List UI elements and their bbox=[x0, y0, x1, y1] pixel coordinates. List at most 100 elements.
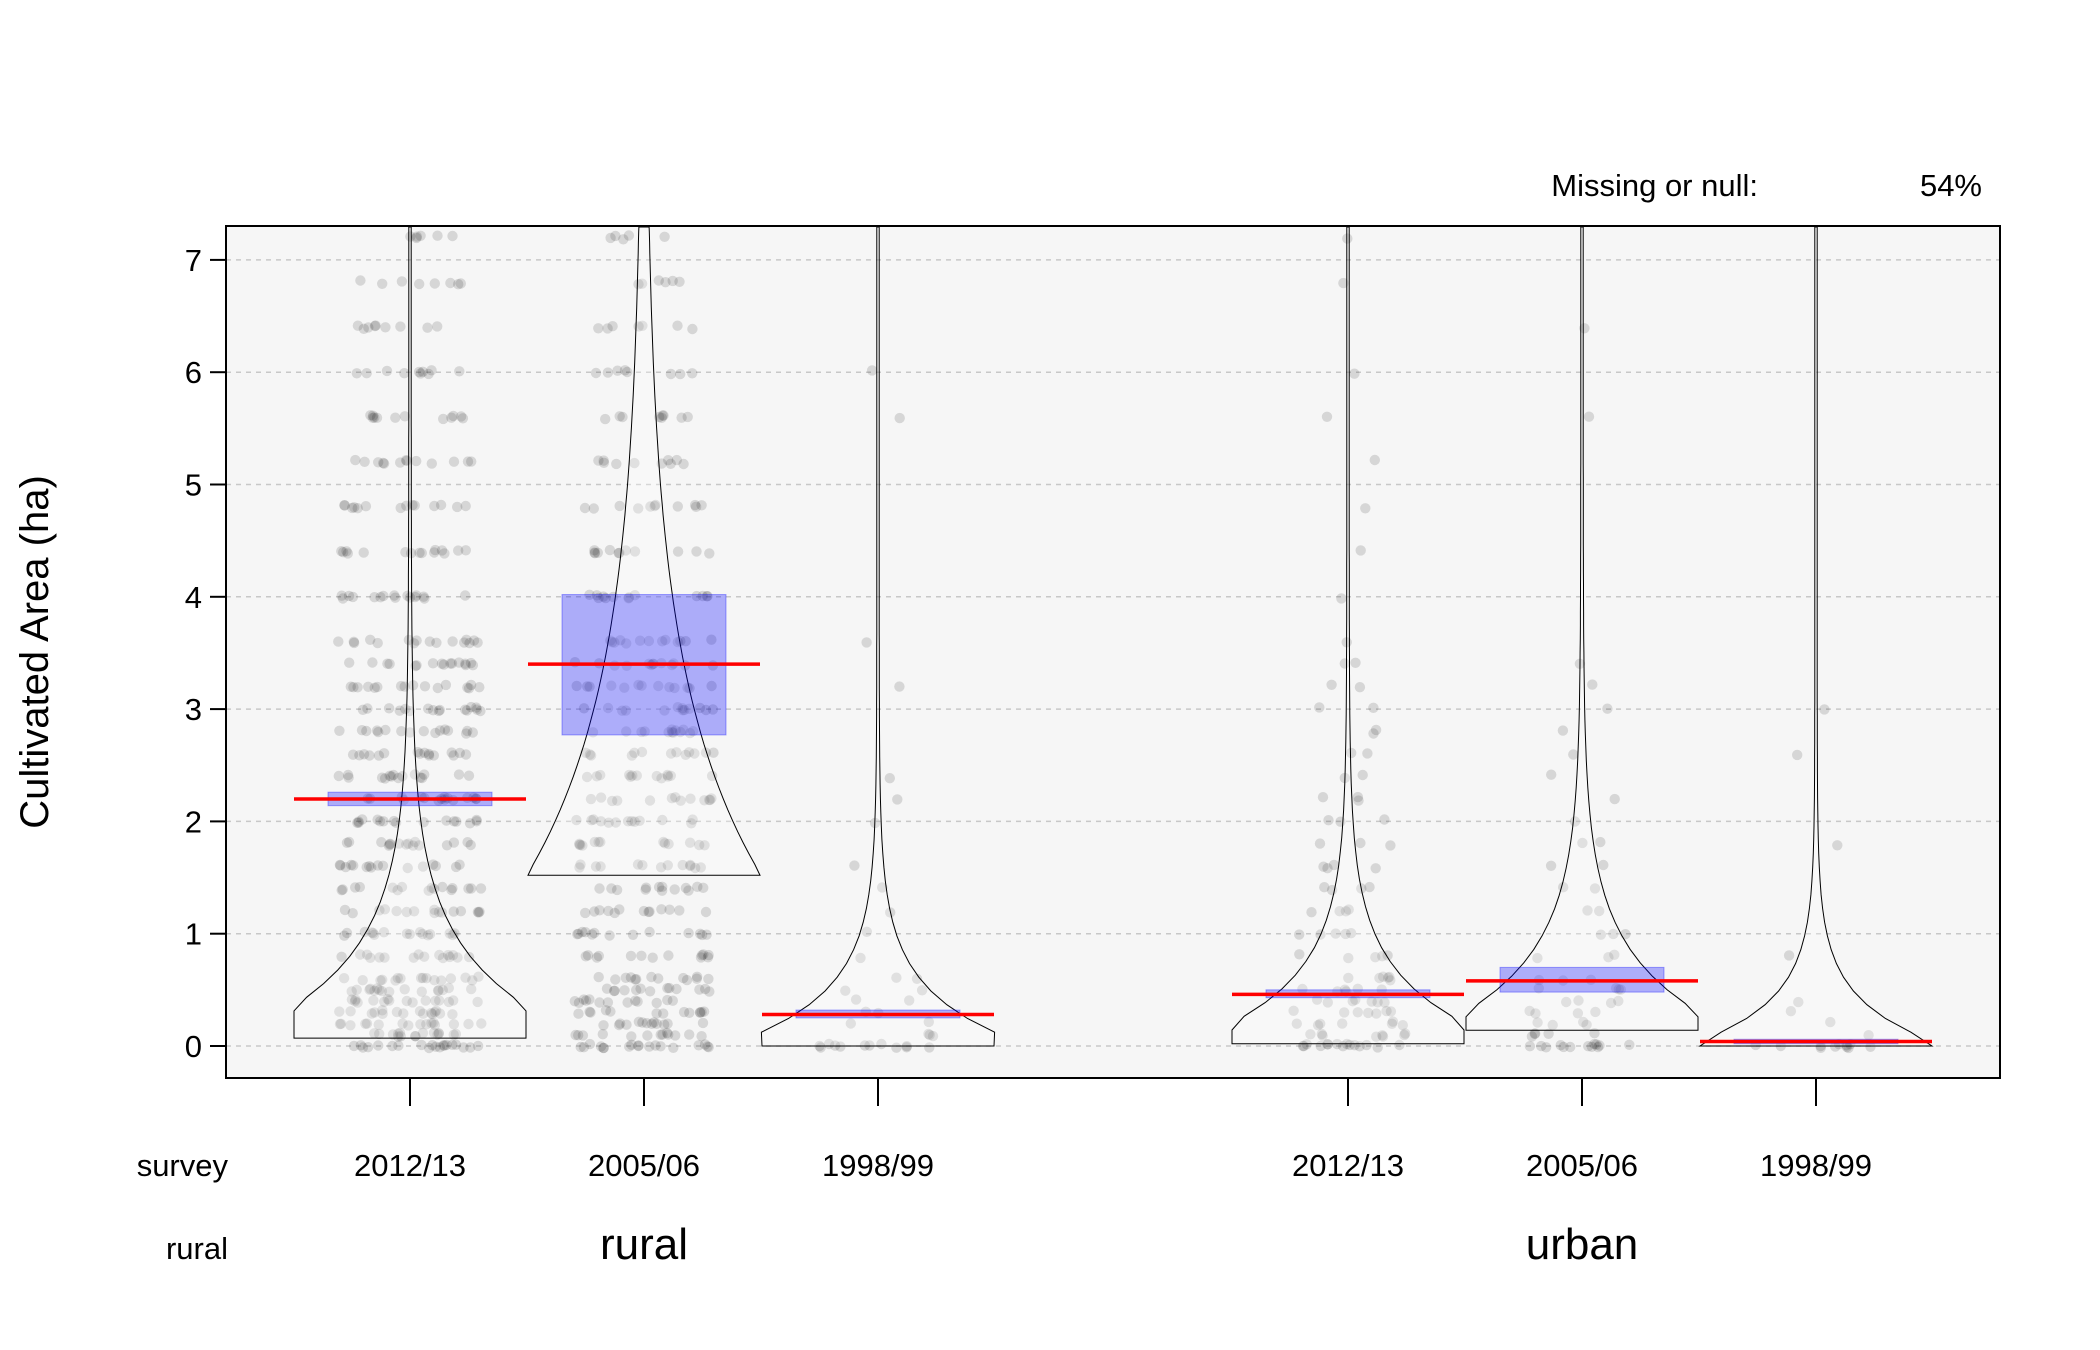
data-point bbox=[687, 814, 698, 825]
data-point bbox=[702, 952, 714, 963]
data-point bbox=[680, 636, 691, 647]
data-point bbox=[462, 725, 473, 737]
data-point bbox=[1370, 952, 1381, 963]
data-point bbox=[612, 365, 623, 376]
data-point bbox=[361, 725, 372, 737]
data-point bbox=[401, 839, 412, 850]
data-point bbox=[1785, 1006, 1797, 1017]
data-point bbox=[399, 368, 410, 379]
data-point bbox=[1540, 1042, 1552, 1053]
data-point bbox=[677, 703, 688, 714]
data-point bbox=[365, 983, 376, 994]
data-point bbox=[462, 456, 474, 467]
data-point bbox=[414, 278, 425, 290]
data-point bbox=[1536, 1040, 1547, 1052]
data-point bbox=[364, 750, 375, 761]
data-point bbox=[355, 275, 366, 286]
data-point bbox=[1865, 1041, 1876, 1053]
data-point bbox=[414, 748, 426, 759]
data-point bbox=[358, 547, 369, 558]
data-point bbox=[644, 795, 656, 806]
data-point bbox=[631, 770, 642, 781]
data-point bbox=[625, 950, 637, 962]
data-point bbox=[1385, 1006, 1397, 1017]
data-point bbox=[677, 705, 688, 716]
data-point bbox=[681, 974, 693, 986]
data-point bbox=[1361, 1039, 1372, 1051]
data-point bbox=[471, 704, 483, 715]
data-point bbox=[626, 1039, 637, 1051]
data-point bbox=[369, 592, 380, 603]
data-point bbox=[1336, 593, 1347, 604]
data-point bbox=[610, 230, 621, 242]
data-point bbox=[347, 502, 358, 514]
data-point bbox=[849, 860, 860, 871]
data-point bbox=[1783, 950, 1795, 961]
survey-row-label: survey bbox=[137, 1148, 229, 1183]
data-point bbox=[651, 1018, 662, 1029]
data-point bbox=[347, 749, 359, 760]
data-point bbox=[428, 1017, 439, 1028]
data-point bbox=[390, 412, 401, 423]
y-tick-label: 7 bbox=[185, 243, 202, 278]
data-point bbox=[657, 410, 668, 421]
data-point bbox=[411, 590, 422, 601]
data-point bbox=[622, 366, 633, 378]
data-point bbox=[376, 837, 387, 848]
data-point bbox=[662, 769, 673, 781]
data-point bbox=[399, 984, 410, 995]
data-point bbox=[637, 860, 648, 871]
data-point bbox=[1294, 929, 1305, 940]
data-point bbox=[1613, 995, 1624, 1007]
data-point bbox=[366, 1008, 377, 1019]
data-point bbox=[454, 366, 465, 377]
data-point bbox=[357, 1042, 369, 1053]
data-point bbox=[1294, 949, 1305, 960]
data-point bbox=[707, 704, 719, 715]
data-point bbox=[706, 793, 717, 804]
data-point bbox=[1343, 952, 1354, 964]
x-tick-label-rural-1998-99: 1998/99 bbox=[822, 1148, 934, 1183]
data-point bbox=[600, 592, 611, 604]
data-point bbox=[420, 995, 431, 1006]
data-point bbox=[680, 749, 691, 760]
data-point bbox=[348, 1040, 360, 1052]
data-point bbox=[609, 985, 620, 996]
data-point bbox=[626, 816, 637, 827]
data-point bbox=[398, 1008, 409, 1019]
data-point bbox=[364, 984, 375, 995]
data-point bbox=[1372, 997, 1383, 1008]
data-point bbox=[698, 1006, 710, 1017]
data-point bbox=[1368, 702, 1379, 713]
data-point bbox=[460, 500, 471, 512]
data-point bbox=[861, 926, 872, 937]
data-point bbox=[655, 862, 667, 873]
data-point bbox=[441, 1039, 452, 1051]
data-point bbox=[362, 1042, 374, 1053]
data-point bbox=[453, 769, 465, 780]
data-point bbox=[607, 795, 618, 807]
data-point bbox=[592, 547, 603, 558]
data-point bbox=[1381, 1005, 1392, 1017]
data-point bbox=[1613, 984, 1625, 995]
data-point bbox=[894, 681, 905, 692]
data-point bbox=[400, 703, 411, 715]
data-point bbox=[579, 502, 591, 514]
data-point bbox=[704, 986, 715, 997]
data-point bbox=[411, 455, 422, 467]
data-point bbox=[334, 725, 345, 736]
data-point bbox=[671, 983, 682, 995]
data-point bbox=[660, 634, 671, 646]
data-point bbox=[427, 705, 439, 716]
data-point bbox=[463, 1018, 474, 1030]
data-point bbox=[1568, 749, 1579, 760]
data-point bbox=[404, 727, 416, 738]
data-point bbox=[656, 773, 667, 784]
data-point bbox=[361, 368, 372, 379]
data-point bbox=[1609, 949, 1620, 960]
data-point bbox=[663, 727, 674, 738]
data-point bbox=[373, 1040, 384, 1051]
data-point bbox=[346, 859, 357, 871]
data-point bbox=[1530, 1028, 1541, 1039]
data-point bbox=[1340, 928, 1351, 940]
